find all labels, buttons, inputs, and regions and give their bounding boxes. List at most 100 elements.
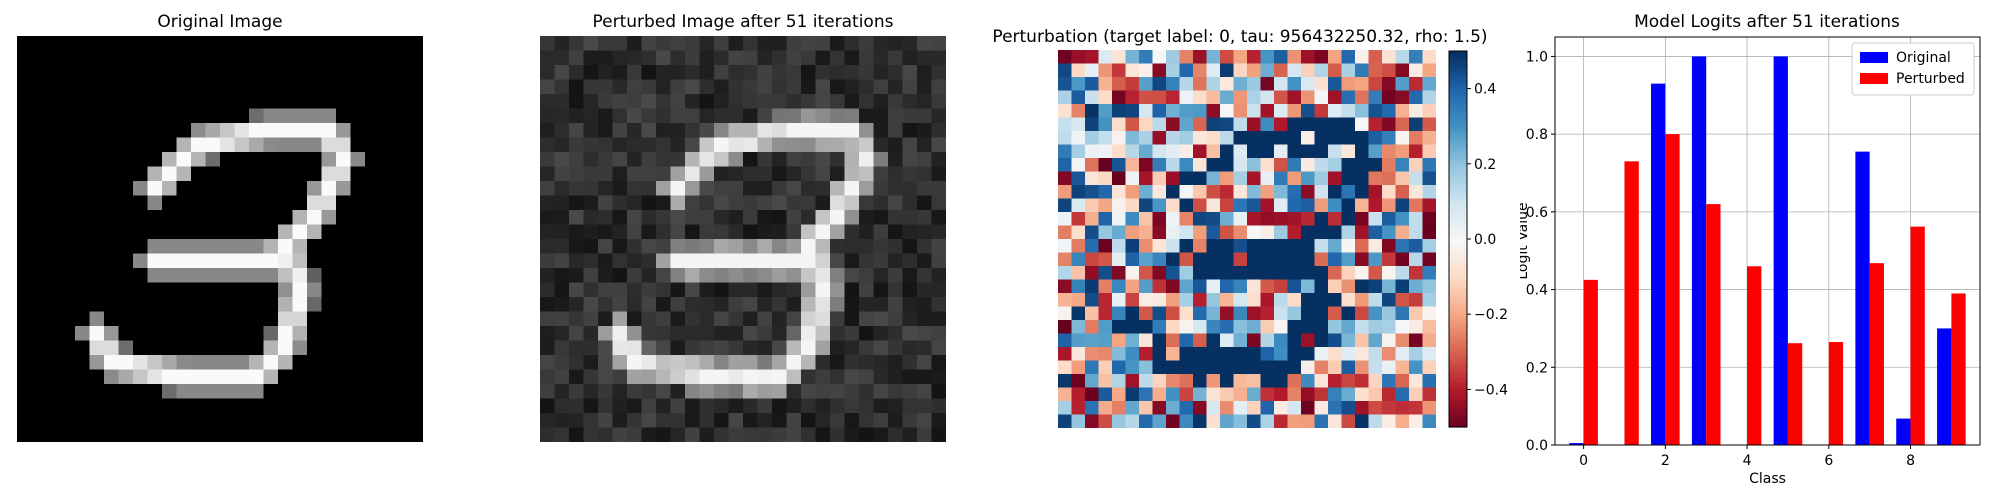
perturbation-cell bbox=[1233, 401, 1248, 415]
pixel-cell bbox=[394, 413, 410, 429]
pixel-cell bbox=[394, 94, 410, 110]
colorbar-segment bbox=[1449, 408, 1467, 413]
perturbation-cell bbox=[1314, 212, 1329, 226]
pixel-cell bbox=[17, 224, 33, 240]
perturbation-cell bbox=[1409, 279, 1423, 294]
perturbation-cell bbox=[1301, 131, 1315, 145]
perturbation-cell bbox=[1422, 225, 1436, 240]
pixel-cell bbox=[89, 311, 105, 327]
pixel-cell bbox=[743, 36, 759, 52]
pixel-cell bbox=[133, 239, 149, 255]
pixel-cell bbox=[801, 413, 817, 429]
perturbation-cell bbox=[1287, 212, 1302, 226]
perturbation-cell bbox=[1152, 198, 1167, 213]
pixel-cell bbox=[757, 355, 773, 371]
perturbation-cell bbox=[1382, 158, 1396, 172]
perturbation-cell bbox=[1274, 401, 1288, 415]
colorbar-segment bbox=[1449, 291, 1467, 296]
perturbation-cell bbox=[1341, 401, 1356, 415]
pixel-cell bbox=[263, 166, 279, 182]
pixel-cell bbox=[408, 369, 423, 385]
pixel-cell bbox=[162, 181, 178, 197]
bar-original bbox=[1569, 443, 1584, 445]
pixel-cell bbox=[728, 282, 744, 298]
perturbation-cell bbox=[1247, 171, 1261, 186]
pixel-cell bbox=[31, 195, 47, 211]
colorbar-segment bbox=[1449, 156, 1467, 161]
pixel-cell bbox=[191, 50, 207, 66]
pixel-cell bbox=[786, 239, 802, 255]
perturbation-cell bbox=[1206, 360, 1221, 375]
pixel-cell bbox=[699, 50, 715, 66]
pixel-cell bbox=[844, 282, 860, 298]
pixel-cell bbox=[394, 137, 410, 153]
pixel-cell bbox=[786, 152, 802, 168]
pixel-cell bbox=[598, 152, 614, 168]
pixel-cell bbox=[540, 152, 556, 168]
perturbation-cell bbox=[1260, 198, 1275, 213]
bar-original bbox=[1691, 56, 1707, 446]
pixel-cell bbox=[307, 94, 323, 110]
perturbation-cell bbox=[1071, 63, 1086, 78]
pixel-cell bbox=[844, 137, 860, 153]
pixel-cell bbox=[365, 355, 381, 371]
pixel-cell bbox=[554, 239, 570, 255]
perturbation-cell bbox=[1355, 185, 1369, 199]
perturbation-cell bbox=[1193, 50, 1207, 64]
perturbation-cell bbox=[1139, 117, 1153, 132]
perturbation-cell bbox=[1233, 225, 1248, 240]
pixel-cell bbox=[902, 123, 918, 139]
pixel-cell bbox=[46, 369, 62, 385]
pixel-cell bbox=[699, 195, 715, 211]
perturbation-cell bbox=[1220, 414, 1234, 428]
pixel-cell bbox=[917, 181, 933, 197]
pixel-cell bbox=[408, 195, 423, 211]
pixel-cell bbox=[902, 340, 918, 356]
pixel-cell bbox=[540, 94, 556, 110]
perturbation-cell bbox=[1112, 185, 1126, 199]
pixel-cell bbox=[699, 355, 715, 371]
pixel-cell bbox=[598, 239, 614, 255]
pixel-cell bbox=[612, 210, 628, 226]
perturbation-cell bbox=[1274, 104, 1288, 118]
perturbation-cell bbox=[1314, 185, 1329, 199]
perturbation-cell bbox=[1382, 333, 1396, 348]
pixel-cell bbox=[743, 326, 759, 342]
pixel-cell bbox=[205, 94, 221, 110]
pixel-cell bbox=[118, 137, 134, 153]
pixel-cell bbox=[17, 239, 33, 255]
pixel-cell bbox=[583, 94, 599, 110]
pixel-cell bbox=[714, 413, 730, 429]
perturbation-cell bbox=[1409, 306, 1423, 321]
pixel-cell bbox=[598, 427, 614, 442]
pixel-cell bbox=[830, 384, 846, 400]
pixel-cell bbox=[888, 340, 904, 356]
perturbation-cell bbox=[1139, 401, 1153, 415]
pixel-cell bbox=[540, 224, 556, 240]
pixel-cell bbox=[815, 384, 831, 400]
pixel-cell bbox=[917, 326, 933, 342]
colorbar-segment bbox=[1449, 160, 1467, 165]
pixel-cell bbox=[656, 384, 672, 400]
perturbation-cell bbox=[1098, 158, 1113, 172]
colorbar-segment bbox=[1449, 103, 1467, 108]
pixel-cell bbox=[685, 181, 701, 197]
pixel-cell bbox=[336, 282, 352, 298]
perturbation-cell bbox=[1233, 347, 1248, 361]
pixel-cell bbox=[670, 311, 686, 327]
perturbation-cell bbox=[1085, 333, 1099, 348]
pixel-cell bbox=[685, 311, 701, 327]
pixel-cell bbox=[598, 50, 614, 66]
pixel-cell bbox=[365, 152, 381, 168]
pixel-cell bbox=[844, 36, 860, 52]
perturbation-cell bbox=[1193, 347, 1207, 361]
pixel-cell bbox=[612, 65, 628, 81]
colorbar-segment bbox=[1449, 246, 1467, 251]
pixel-cell bbox=[641, 398, 657, 414]
pixel-cell bbox=[598, 268, 614, 284]
pixel-cell bbox=[685, 398, 701, 414]
pixel-cell bbox=[394, 326, 410, 342]
pixel-cell bbox=[757, 413, 773, 429]
perturbation-cell bbox=[1152, 306, 1167, 321]
perturbation-cell bbox=[1409, 414, 1423, 428]
